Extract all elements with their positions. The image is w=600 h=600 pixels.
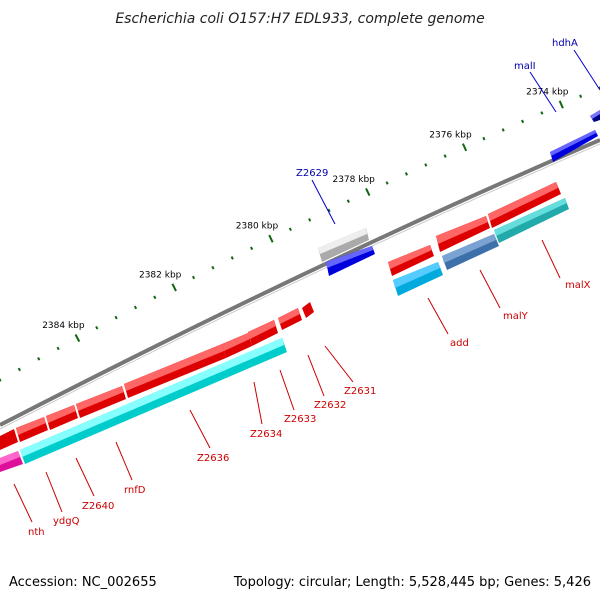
genome-summary-text: Topology: circular; Length: 5,528,445 bp… <box>233 575 591 590</box>
gene-label-Z2631[interactable]: Z2631 <box>344 386 376 397</box>
minor-tick <box>521 119 525 124</box>
major-tick <box>74 334 81 343</box>
genome-backbone-inner <box>0 143 600 430</box>
major-tick <box>171 283 177 292</box>
minor-tick <box>0 378 2 382</box>
minor-tick <box>579 94 583 98</box>
gene-red-nth[interactable] <box>0 429 18 450</box>
gene-red-Z2640[interactable] <box>46 405 78 430</box>
minor-tick <box>385 181 389 185</box>
minor-tick <box>250 246 254 251</box>
gene-Z2629[interactable] <box>318 228 369 262</box>
tick-label: 2374 kbp <box>526 88 569 98</box>
minor-tick <box>192 275 196 280</box>
tick-label: 2382 kbp <box>139 270 182 280</box>
minor-tick <box>37 357 41 361</box>
gene-hdhA[interactable] <box>590 110 600 122</box>
gene-cyan-long[interactable] <box>20 338 287 464</box>
gene-label-ydgQ[interactable]: ydgQ <box>53 516 80 527</box>
major-tick <box>268 234 274 243</box>
map-title: Escherichia coli O157:H7 EDL933, complet… <box>115 11 484 27</box>
tick-marks <box>0 86 600 382</box>
gene-red-add[interactable] <box>388 245 434 276</box>
gene-red-rnfD[interactable] <box>76 386 126 418</box>
minor-tick <box>443 154 447 158</box>
minor-tick <box>501 128 505 132</box>
gene-label-hdhA[interactable]: hdhA <box>552 38 578 49</box>
minor-tick <box>482 136 486 141</box>
gene-label-malI[interactable]: malI <box>514 61 536 72</box>
gene-red-malY[interactable] <box>436 216 490 252</box>
minor-tick <box>327 208 331 213</box>
minor-tick <box>133 305 138 310</box>
gene-red-Z2632[interactable] <box>278 308 302 330</box>
gene-label-nth[interactable]: nth <box>28 527 45 538</box>
gene-label-Z2634[interactable]: Z2634 <box>250 429 282 440</box>
minor-tick <box>288 227 292 232</box>
genome-backbone-outer <box>0 138 600 427</box>
gene-label-Z2632[interactable]: Z2632 <box>314 400 346 411</box>
gene-cyan-add[interactable] <box>393 262 443 296</box>
tick-label: 2384 kbp <box>42 321 85 331</box>
minor-tick <box>424 163 428 167</box>
gene-red-Z2633[interactable] <box>248 320 278 346</box>
gene-malI[interactable] <box>550 130 598 162</box>
minor-tick <box>308 218 312 222</box>
minor-tick <box>17 367 21 372</box>
minor-tick <box>540 111 544 115</box>
gene-label-add[interactable]: add <box>450 338 469 349</box>
minor-tick <box>404 172 409 176</box>
gene-Z2629-blue[interactable] <box>326 246 375 276</box>
minor-tick <box>211 265 215 270</box>
gene-label-malY[interactable]: malY <box>503 311 529 322</box>
minor-tick <box>95 325 99 330</box>
accession-text: Accession: NC_002655 <box>9 575 157 590</box>
gene-magenta-nth[interactable] <box>0 451 23 472</box>
minor-tick <box>153 295 157 300</box>
gene-red-malX[interactable] <box>488 182 561 228</box>
minor-tick <box>346 199 350 204</box>
gene-label-Z2629[interactable]: Z2629 <box>296 168 328 179</box>
gene-label-malX[interactable]: malX <box>565 280 591 291</box>
gene-slate-malY[interactable] <box>442 234 499 270</box>
major-tick <box>365 187 371 197</box>
gene-label-Z2640[interactable]: Z2640 <box>82 501 114 512</box>
tick-labels: 2374 kbp 2376 kbp 2378 kbp 2380 kbp 2382 kbp… <box>42 88 569 332</box>
gene-red-Z2636[interactable] <box>124 344 226 398</box>
gene-red-Z2631[interactable] <box>302 302 314 318</box>
gene-labels: hdhA malI Z2629 malX malY add Z2631 Z263… <box>28 38 591 538</box>
gene-red-ydgQ[interactable] <box>16 417 48 442</box>
major-tick <box>461 143 468 152</box>
gene-label-rnfD[interactable]: rnfD <box>124 485 146 496</box>
tick-label: 2378 kbp <box>332 175 375 185</box>
gene-label-Z2633[interactable]: Z2633 <box>284 414 316 425</box>
minor-tick <box>114 315 118 320</box>
label-leader-lines <box>13 49 600 523</box>
gene-red-Z2634[interactable] <box>222 333 252 358</box>
minor-tick <box>230 256 234 260</box>
tick-label: 2376 kbp <box>429 130 472 140</box>
minor-tick <box>56 346 60 351</box>
tick-label: 2380 kbp <box>236 222 279 232</box>
major-tick <box>558 100 564 109</box>
gene-teal-malX[interactable] <box>494 198 569 243</box>
gene-label-Z2636[interactable]: Z2636 <box>197 453 229 464</box>
